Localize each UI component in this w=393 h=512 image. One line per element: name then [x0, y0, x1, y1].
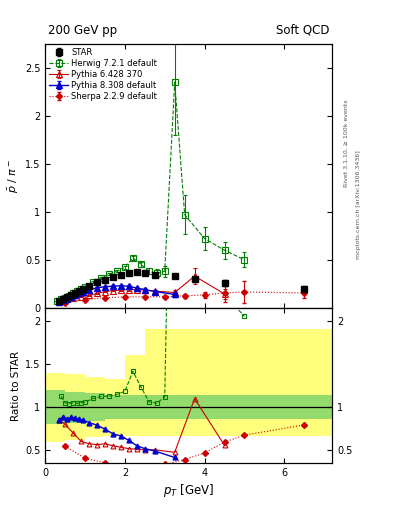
Text: Soft QCD: Soft QCD [276, 24, 329, 37]
Text: Rivet 3.1.10, ≥ 100k events: Rivet 3.1.10, ≥ 100k events [344, 99, 349, 187]
Y-axis label: $\bar{p}$ / $\pi^-$: $\bar{p}$ / $\pi^-$ [6, 159, 21, 193]
Y-axis label: Ratio to STAR: Ratio to STAR [11, 351, 21, 421]
Text: 200 GeV pp: 200 GeV pp [48, 24, 117, 37]
X-axis label: $p_T$ [GeV]: $p_T$ [GeV] [163, 482, 214, 499]
Text: mcplots.cern.ch [arXiv:1306.3436]: mcplots.cern.ch [arXiv:1306.3436] [356, 151, 361, 259]
Legend: STAR, Herwig 7.2.1 default, Pythia 6.428 370, Pythia 8.308 default, Sherpa 2.2.9: STAR, Herwig 7.2.1 default, Pythia 6.428… [48, 46, 158, 103]
